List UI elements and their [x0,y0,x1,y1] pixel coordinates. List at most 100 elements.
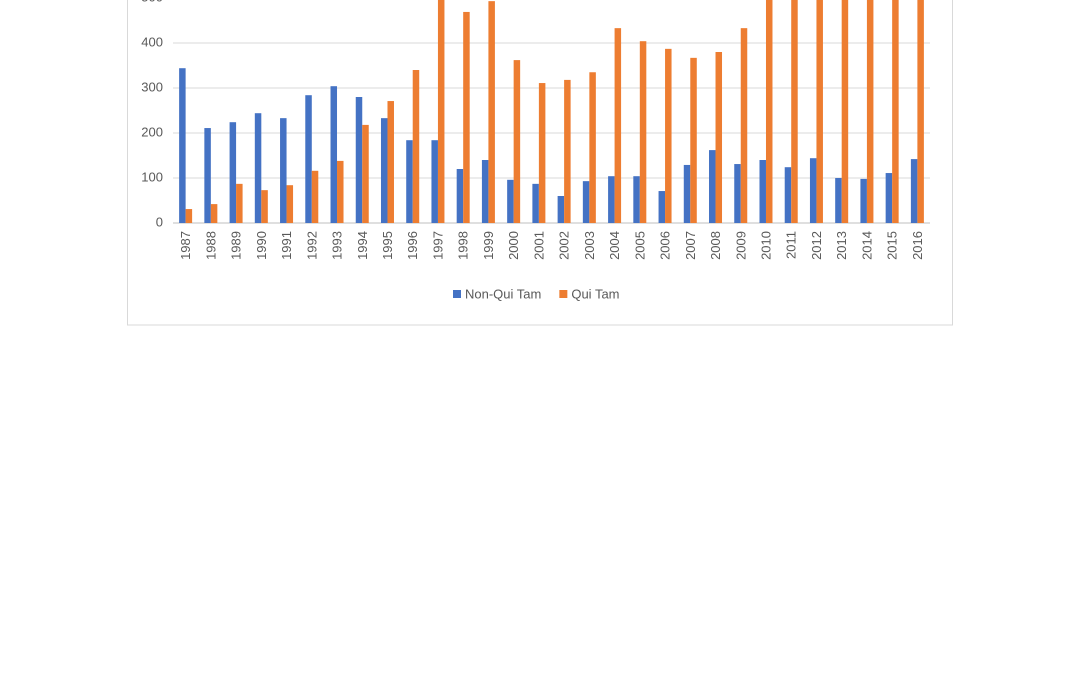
bar [759,160,766,223]
bar [254,113,262,223]
x-tick-label: 2012 [809,231,824,260]
x-tick-label: 1999 [481,231,496,260]
bar [305,95,312,223]
bar [488,1,495,224]
x-tick-label: 2007 [683,231,698,260]
legend-label: Qui Tam [571,286,619,301]
y-tick-label: 300 [141,79,163,94]
bar [204,128,211,223]
bar [210,204,218,223]
bar [463,11,470,224]
x-tick-label: 2015 [885,231,900,260]
y-tick-label: 100 [141,169,163,184]
x-tick-label: 2003 [582,231,597,260]
bar [715,52,723,223]
x-tick-label: 2016 [910,231,925,260]
x-tick-label: 2011 [784,231,799,259]
legend-swatch [453,290,461,298]
x-tick-label: 1997 [430,231,445,260]
bar [185,209,193,223]
bar [690,57,697,223]
bar [917,0,924,223]
x-tick-label: 2014 [859,231,874,260]
bar [608,176,615,223]
bar [860,178,867,223]
bar [532,183,539,223]
y-tick-label: 400 [141,34,163,49]
y-tick-label: 0 [156,214,163,229]
bar [406,140,413,223]
x-tick-label: 2004 [607,231,622,260]
x-tick-label: 1992 [304,231,319,260]
bar [841,0,849,224]
bar [734,164,741,223]
bar [507,179,514,223]
x-tick-label: 1998 [456,231,471,260]
bar [582,181,590,223]
bar [639,41,647,224]
bar [557,196,565,223]
bar [589,72,596,223]
x-tick-label: 1996 [405,231,420,260]
bar [179,68,186,223]
bar [809,158,817,223]
bar [765,0,773,224]
bar [658,191,666,223]
bar [380,118,388,223]
bar [456,169,464,223]
x-tick-label: 2013 [834,231,849,260]
x-tick-label: 1988 [203,231,218,260]
bar [740,28,748,224]
x-tick-label: 2008 [708,231,723,260]
bar [412,70,420,223]
x-tick-label: 2002 [557,231,572,260]
x-tick-label: 2000 [506,231,521,260]
bar [709,150,716,223]
y-tick-label: 200 [141,124,163,139]
bar [437,0,445,224]
bar [538,83,546,223]
y-tick-label: 500 [141,0,163,4]
bar [835,178,842,223]
bar [387,101,394,223]
x-tick-label: 1993 [330,231,345,260]
x-tick-label: 1987 [178,231,193,260]
bar [236,183,243,223]
bar [784,167,792,223]
bar [665,48,672,223]
x-tick-label: 2009 [733,231,748,260]
bar [866,0,874,223]
legend-label: Non-Qui Tam [465,286,541,301]
x-tick-label: 2005 [632,231,647,260]
bar [885,173,893,223]
bar [513,60,521,223]
legend-swatch [559,290,568,298]
x-tick-label: 2006 [658,231,673,260]
x-tick-label: 1991 [279,231,294,260]
x-tick-label: 1994 [355,231,370,260]
bar [330,86,338,223]
bar [481,160,489,223]
bar [910,159,918,223]
x-tick-label: 2010 [758,231,773,260]
bar [362,124,369,223]
bar [355,97,363,223]
bar [286,185,294,223]
bar [633,176,640,223]
bar [816,0,823,223]
bar [261,190,268,223]
bar [892,0,899,224]
bar [337,160,344,223]
x-tick-label: 1989 [229,231,244,260]
x-tick-label: 1990 [254,231,269,260]
bar [791,0,798,224]
bar [311,170,319,223]
x-tick-label: 2001 [531,231,546,260]
bar [683,164,691,223]
bar [614,28,622,224]
bar [280,118,287,223]
bar [564,79,571,224]
bar [229,122,237,223]
